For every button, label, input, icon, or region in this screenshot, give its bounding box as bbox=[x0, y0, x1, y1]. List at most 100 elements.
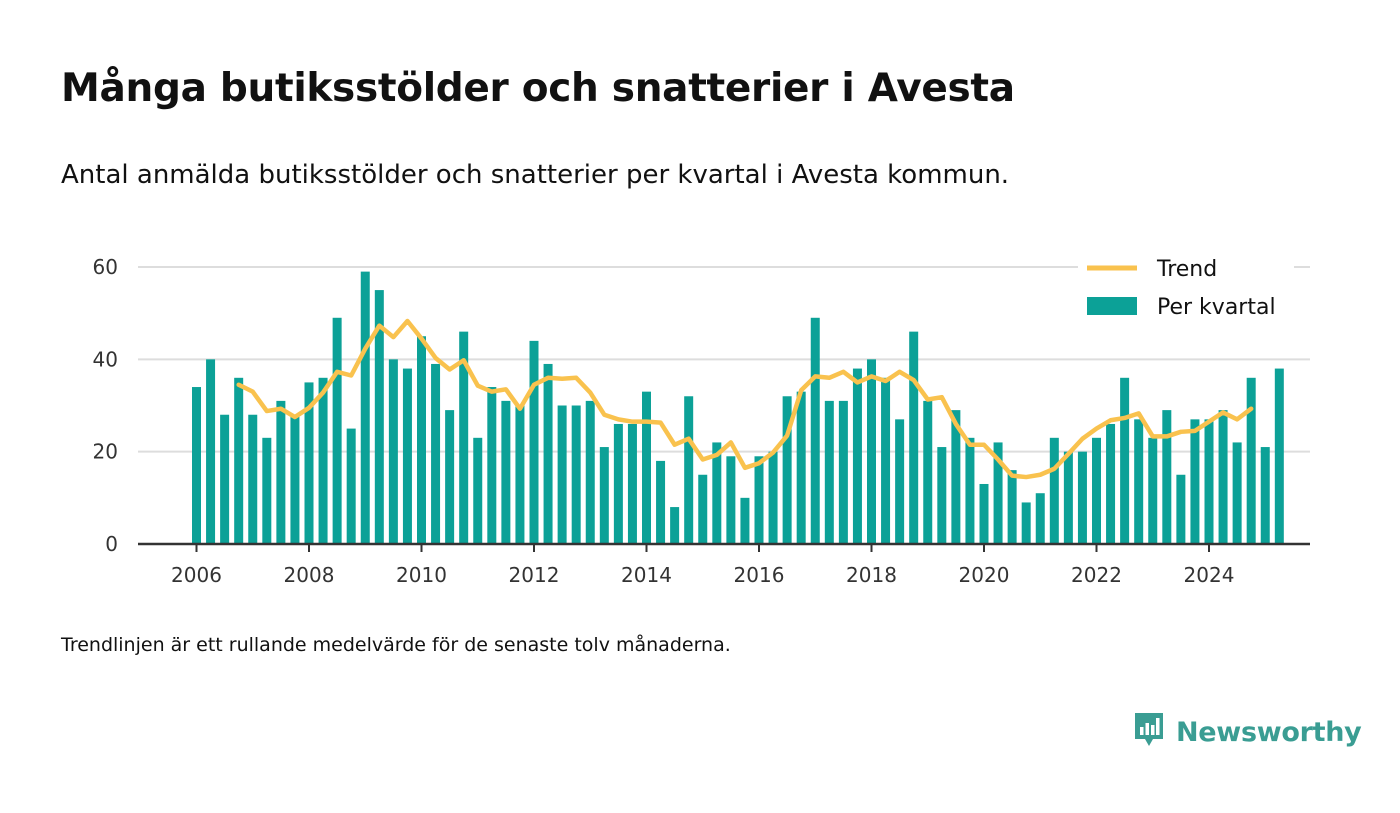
bar bbox=[881, 377, 891, 544]
bar bbox=[262, 437, 272, 544]
bar bbox=[459, 331, 469, 544]
x-tick-label: 2016 bbox=[734, 563, 785, 587]
bar bbox=[220, 414, 230, 544]
bar bbox=[1007, 470, 1017, 544]
bar bbox=[923, 400, 933, 544]
bar bbox=[1260, 447, 1270, 544]
bar bbox=[599, 447, 609, 544]
x-tick-label: 2010 bbox=[396, 563, 447, 587]
bar bbox=[417, 336, 426, 544]
bar bbox=[1035, 493, 1045, 544]
bar bbox=[192, 387, 201, 544]
bar bbox=[768, 451, 778, 544]
bar bbox=[824, 400, 834, 544]
y-tick-label: 40 bbox=[93, 347, 118, 371]
footnote: Trendlinjen är ett rullande medelvärde f… bbox=[61, 634, 731, 656]
bar bbox=[782, 396, 792, 544]
bar bbox=[1092, 437, 1101, 544]
chart-subtitle: Antal anmälda butiksstölder och snatteri… bbox=[61, 160, 1010, 190]
bar bbox=[684, 396, 694, 544]
bar bbox=[642, 391, 651, 544]
bar bbox=[810, 317, 820, 544]
trend-series bbox=[236, 318, 1254, 480]
brand-name: Newsworthy bbox=[1176, 716, 1362, 748]
bar bbox=[613, 423, 623, 544]
bar bbox=[937, 447, 947, 544]
x-tick-label: 2012 bbox=[509, 563, 560, 587]
bar bbox=[1246, 377, 1256, 544]
bar bbox=[473, 437, 483, 544]
bar bbox=[487, 387, 497, 544]
bar bbox=[585, 400, 595, 544]
bar bbox=[248, 414, 258, 544]
bar bbox=[979, 483, 989, 544]
bar bbox=[374, 290, 384, 544]
bar bbox=[740, 497, 750, 544]
bar bbox=[1274, 368, 1284, 544]
bar bbox=[1218, 410, 1228, 544]
bar bbox=[206, 359, 216, 544]
brand-logo[interactable]: Newsworthy bbox=[1132, 710, 1362, 754]
bar bbox=[656, 460, 666, 544]
legend-label-trend: Trend bbox=[1156, 257, 1217, 282]
legend-label-bars: Per kvartal bbox=[1157, 295, 1276, 320]
bar bbox=[1134, 419, 1144, 544]
bar bbox=[1190, 419, 1200, 544]
bar bbox=[627, 423, 637, 544]
bar bbox=[1162, 410, 1172, 544]
x-tick-label: 2018 bbox=[846, 563, 897, 587]
bar bbox=[993, 442, 1003, 544]
bar bbox=[754, 456, 764, 544]
bar bbox=[515, 405, 525, 544]
y-tick-label: 0 bbox=[105, 532, 118, 556]
bar bbox=[1049, 437, 1059, 544]
bar bbox=[1063, 451, 1073, 544]
bar bbox=[1204, 419, 1214, 544]
bar bbox=[431, 363, 441, 544]
bar bbox=[445, 410, 455, 544]
bar bbox=[402, 368, 412, 544]
bar bbox=[304, 382, 314, 544]
bar bbox=[909, 331, 919, 544]
bar bbox=[796, 391, 806, 544]
bar bbox=[867, 359, 876, 544]
bar bbox=[543, 363, 553, 544]
x-tick-label: 2006 bbox=[171, 563, 222, 587]
legend: Trend Per kvartal bbox=[1078, 250, 1294, 334]
bar bbox=[895, 419, 905, 544]
x-tick-label: 2022 bbox=[1071, 563, 1122, 587]
x-tick-label: 2008 bbox=[284, 563, 335, 587]
x-tick-label: 2020 bbox=[959, 563, 1010, 587]
bar bbox=[501, 400, 511, 544]
x-tick-label: 2024 bbox=[1184, 563, 1235, 587]
bar bbox=[1176, 474, 1186, 544]
bar bbox=[1077, 451, 1087, 544]
axes: 0 20 40 60 2006 2008 2010 2012 2014 2016 2018 2020 2… bbox=[93, 255, 1310, 587]
bar bbox=[529, 340, 539, 544]
bar bbox=[557, 405, 567, 544]
bar bbox=[965, 437, 975, 544]
bar bbox=[1106, 423, 1116, 544]
bar bbox=[670, 507, 680, 544]
bar bbox=[698, 474, 708, 544]
chart-title: Många butiksstölder och snatterier i Ave… bbox=[61, 66, 1015, 111]
bar bbox=[388, 359, 398, 544]
bar bbox=[346, 428, 356, 544]
bar bbox=[318, 377, 328, 544]
legend-swatch-bars bbox=[1087, 297, 1137, 315]
y-tick-label: 20 bbox=[93, 440, 118, 464]
bar bbox=[571, 405, 581, 544]
bar bbox=[276, 400, 286, 544]
legend-background bbox=[1078, 250, 1294, 334]
y-tick-label: 60 bbox=[93, 255, 118, 279]
bar bbox=[726, 456, 736, 544]
bar bbox=[290, 414, 300, 544]
bar bbox=[712, 442, 722, 544]
bar bbox=[332, 317, 342, 544]
bar bbox=[1148, 437, 1158, 544]
trend-line bbox=[236, 318, 1254, 480]
bar bbox=[1021, 502, 1031, 544]
bar bbox=[951, 410, 961, 544]
bar-series bbox=[192, 271, 1284, 544]
bar bbox=[1120, 377, 1130, 544]
